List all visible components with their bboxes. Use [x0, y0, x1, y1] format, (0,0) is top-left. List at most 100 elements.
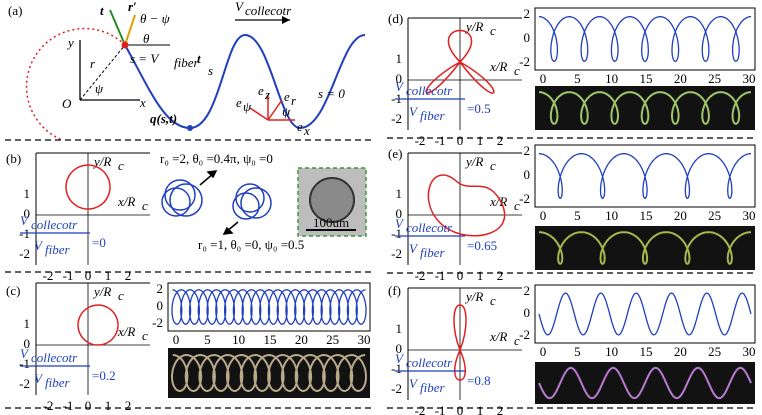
x-tick-label: 30	[743, 71, 756, 86]
x-tick-label: 1	[105, 268, 112, 283]
ratio-numerator-sub: collecotr	[406, 355, 453, 370]
wave-curve	[171, 289, 367, 326]
x-tick-label: 20	[674, 71, 687, 86]
x-tick-label: 0	[85, 268, 92, 283]
y-tick-label: 2	[157, 281, 164, 296]
ratio-denominator: V	[34, 371, 44, 386]
x-tick-label: 5	[574, 208, 581, 223]
y-axis-label: y/R	[92, 154, 111, 169]
x-tick-label: -2	[43, 268, 54, 283]
ratio-denominator-sub: fiber	[420, 380, 445, 395]
y-tick-label: -2	[391, 381, 402, 396]
x-tick-label: 5	[204, 332, 211, 347]
ratio-denominator: V	[409, 104, 419, 119]
x-tick-label: 5	[574, 344, 581, 359]
x-tick-label: -2	[415, 403, 426, 415]
ratio-numerator-sub: collecotr	[406, 83, 453, 98]
y-axis-label-sub: c	[490, 158, 496, 173]
y-tick-label: 0	[524, 305, 531, 320]
label: θ	[143, 31, 150, 46]
y-tick-label: 2	[524, 143, 531, 158]
x-tick-label: 0	[457, 268, 464, 283]
x-tick-label: 25	[708, 208, 721, 223]
ratio-value: =0.2	[92, 368, 116, 383]
label: e	[297, 119, 303, 134]
label: e	[236, 95, 242, 110]
x-axis-label-sub: c	[142, 328, 148, 343]
label: ψ	[282, 104, 291, 119]
y-tick-label: -2	[391, 246, 402, 261]
y-axis-label-sub: c	[490, 293, 496, 308]
x-tick-label: 2	[125, 268, 132, 283]
label: x	[139, 95, 146, 110]
x-tick-label: 20	[674, 208, 687, 223]
photo-fiber	[170, 353, 368, 393]
y-tick-label: -2	[519, 327, 530, 342]
label: ψ	[243, 99, 252, 114]
y-axis-label: y/R	[464, 154, 483, 169]
plot-frame	[534, 144, 756, 208]
x-tick-label: 5	[574, 71, 581, 86]
label: s = V	[130, 51, 160, 66]
y-tick-label: 1	[396, 321, 403, 336]
y-axis-label-sub: c	[118, 158, 124, 173]
y-tick-label: 0	[396, 341, 403, 356]
y-tick-label: -2	[519, 54, 530, 69]
x-tick-label: 10	[605, 208, 618, 223]
plot-frame	[167, 282, 371, 332]
label: s	[208, 63, 213, 78]
x-axis-label-sub: c	[514, 333, 520, 348]
x-tick-label: 15	[640, 208, 653, 223]
y-tick-label: -1	[391, 361, 402, 376]
x-tick-label: 0	[173, 332, 180, 347]
x-tick-label: 25	[708, 344, 721, 359]
x-tick-label: 15	[640, 71, 653, 86]
label: ψ	[95, 81, 104, 96]
panel-b-extras	[161, 167, 367, 237]
photo-fiber	[539, 231, 751, 265]
label: O	[62, 96, 72, 111]
label: s = 0	[318, 86, 345, 101]
y-tick-label: -1	[391, 226, 402, 241]
x-tick-label: 20	[295, 332, 308, 347]
label: y	[66, 35, 74, 50]
trajectory	[427, 174, 506, 237]
scale-bar-label: 100um	[313, 215, 349, 230]
x-tick-label: 0	[85, 398, 92, 413]
x-tick-label: -1	[63, 268, 74, 283]
y-axis-label-sub: c	[118, 288, 124, 303]
label: x	[303, 123, 310, 138]
x-tick-label: 0	[457, 403, 464, 415]
x-tick-label: 10	[605, 71, 618, 86]
label: t	[197, 51, 201, 66]
panel-label: (f)	[388, 283, 401, 298]
panel-a-drawing	[25, 9, 366, 141]
x-tick-label: 25	[708, 71, 721, 86]
label: r′	[128, 0, 137, 14]
label: collecotr	[245, 3, 292, 18]
x-tick-label: 15	[640, 344, 653, 359]
y-tick-label: -1	[19, 356, 30, 371]
label: fiber	[174, 55, 199, 70]
panel-a-texts: (a) t r′ θ − ψ θ y r s = V fiber t O ψ x…	[8, 0, 345, 138]
y-tick-label: 1	[396, 51, 403, 66]
ratio-numerator: V	[395, 79, 405, 94]
y-tick-label: 0	[396, 71, 403, 86]
plot-frame	[534, 284, 756, 344]
panel-label: (e)	[388, 146, 402, 161]
x-tick-label: -1	[435, 268, 446, 283]
y-tick-label: 2	[524, 283, 531, 298]
x-tick-label: 0	[540, 344, 547, 359]
y-tick-label: 0	[396, 206, 403, 221]
x-tick-label: 1	[477, 268, 484, 283]
ratio-denominator-sub: fiber	[420, 245, 445, 260]
y-axis-label-sub: c	[490, 23, 496, 38]
x-tick-label: -1	[63, 398, 74, 413]
wave-curve	[539, 153, 751, 199]
y-tick-label: 1	[396, 186, 403, 201]
x-tick-label: 10	[605, 344, 618, 359]
ratio-numerator-sub: collecotr	[31, 217, 78, 232]
label: e	[284, 89, 290, 104]
trajectory	[425, 29, 495, 94]
y-tick-label: -2	[519, 191, 530, 206]
